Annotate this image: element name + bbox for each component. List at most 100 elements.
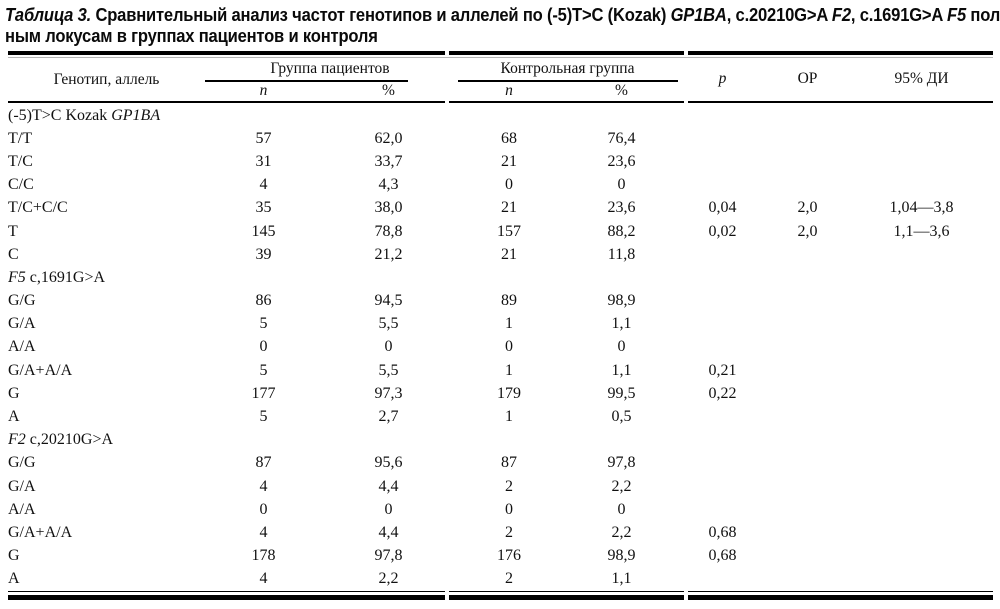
patients-pct-cell: 78,8 bbox=[374, 222, 403, 240]
patients-pct-cell: 95,6 bbox=[374, 454, 403, 472]
table-row: G/G 86 94,5 89 98,9 bbox=[8, 290, 993, 313]
table-caption-line1: Таблица 3. Сравнительный анализ частот г… bbox=[5, 5, 1000, 25]
control-n-cell: 157 bbox=[497, 222, 521, 240]
table-row: A 5 2,7 1 0,5 bbox=[8, 405, 993, 428]
bottom-rule-thin bbox=[688, 591, 993, 592]
control-n-cell: 2 bbox=[505, 477, 513, 495]
confidence-interval-cell bbox=[850, 545, 993, 568]
bottom-rule-thin bbox=[449, 591, 684, 592]
confidence-interval-cell bbox=[850, 174, 993, 197]
p-value-cell bbox=[680, 290, 765, 313]
table-number-label: Таблица 3. bbox=[5, 5, 92, 25]
patients-pct-cell: 21,2 bbox=[374, 245, 403, 263]
table-row: G/A+A/A 5 5,5 1 1,1 0,21 bbox=[8, 359, 993, 382]
p-value-cell: 0,04 bbox=[708, 199, 737, 217]
gene-name-italic: F2 bbox=[8, 431, 26, 449]
odds-ratio-cell bbox=[765, 382, 850, 405]
patients-n-cell: 177 bbox=[251, 384, 276, 402]
genotype-cell: G/A bbox=[8, 475, 205, 498]
table-row: A/A 0 0 0 0 bbox=[8, 336, 993, 359]
control-pct-cell: 76,4 bbox=[607, 129, 636, 147]
genotype-label: G/A bbox=[8, 315, 36, 333]
control-n-cell: 87 bbox=[501, 454, 517, 472]
header-odds-ratio: ОР bbox=[797, 70, 818, 87]
odds-ratio-cell bbox=[765, 405, 850, 428]
confidence-interval-cell bbox=[850, 452, 993, 475]
p-value-cell: 0,21 bbox=[708, 361, 737, 379]
odds-ratio-cell bbox=[765, 498, 850, 521]
gene-gp1ba-label: GP1BA bbox=[670, 5, 727, 25]
odds-ratio-cell bbox=[765, 243, 850, 266]
genotype-label: A/A bbox=[8, 500, 36, 518]
patients-pct-cell: 0 bbox=[384, 338, 393, 356]
confidence-interval-cell bbox=[850, 359, 993, 382]
table-row: G/A 4 4,4 2 2,2 bbox=[8, 475, 993, 498]
genotype-label: G/G bbox=[8, 292, 36, 310]
table-row: G/A+A/A 4 4,4 2 2,2 0,68 bbox=[8, 521, 993, 544]
p-value-cell bbox=[680, 475, 765, 498]
patients-n-cell: 57 bbox=[255, 129, 272, 147]
patients-pct-cell: 4,3 bbox=[378, 176, 399, 194]
header-bottom-rule bbox=[8, 101, 445, 103]
genotype-cell: G bbox=[8, 545, 205, 568]
header-p-value: p bbox=[718, 70, 727, 87]
control-pct-cell: 0 bbox=[617, 338, 626, 356]
odds-ratio-cell bbox=[765, 290, 850, 313]
control-n-cell: 179 bbox=[497, 384, 521, 402]
control-n-cell bbox=[455, 104, 563, 127]
control-pct-cell: 0 bbox=[617, 176, 626, 194]
bottom-rule bbox=[8, 595, 445, 600]
genotype-cell: F5 c,1691G>A bbox=[8, 266, 205, 289]
genotype-label-suffix: c,20210G>A bbox=[25, 431, 114, 449]
control-pct-cell: 1,1 bbox=[611, 361, 632, 379]
genotype-cell: C/C bbox=[8, 174, 205, 197]
table-body: (-5)T>C Kozak GP1BA T/T 57 62,0 68 76,4 … bbox=[8, 104, 993, 591]
table-row: G 177 97,3 179 99,5 0,22 bbox=[8, 382, 993, 405]
patients-pct-cell: 4,4 bbox=[378, 523, 399, 541]
genotype-label: G/A bbox=[8, 477, 36, 495]
header-pct-patients: % bbox=[382, 82, 395, 99]
genotype-label: C/C bbox=[8, 176, 34, 194]
patients-pct-cell: 97,8 bbox=[374, 547, 403, 565]
odds-ratio-cell: 2,0 bbox=[797, 199, 818, 217]
patients-n-cell: 4 bbox=[259, 570, 268, 588]
confidence-interval-cell bbox=[850, 498, 993, 521]
p-value-cell: 0,02 bbox=[708, 222, 737, 240]
table-caption-line2: ным локусам в группах пациентов и контро… bbox=[5, 26, 378, 46]
patients-n-cell: 35 bbox=[255, 199, 272, 217]
patients-pct-cell bbox=[322, 429, 455, 452]
header-genotype: Генотип, аллель bbox=[53, 71, 160, 88]
control-pct-cell: 98,9 bbox=[607, 292, 636, 310]
bottom-rule bbox=[688, 595, 993, 600]
odds-ratio-cell bbox=[765, 521, 850, 544]
control-pct-cell: 1,1 bbox=[611, 570, 632, 588]
control-pct-cell bbox=[563, 266, 680, 289]
genotype-label: A/A bbox=[8, 338, 36, 356]
p-value-cell bbox=[680, 405, 765, 428]
header-bottom-rule bbox=[449, 101, 684, 103]
p-value-cell: 0,68 bbox=[708, 547, 737, 565]
control-n-cell: 176 bbox=[497, 547, 521, 565]
control-n-cell: 21 bbox=[501, 152, 517, 170]
genotype-cell: F2 c,20210G>A bbox=[8, 429, 205, 452]
odds-ratio-cell bbox=[765, 313, 850, 336]
confidence-interval-cell bbox=[850, 475, 993, 498]
patients-n-cell: 4 bbox=[259, 176, 268, 194]
odds-ratio-cell bbox=[765, 359, 850, 382]
patients-n-cell: 0 bbox=[259, 338, 268, 356]
genotype-label: G/A+A/A bbox=[8, 361, 73, 379]
confidence-interval-cell bbox=[850, 336, 993, 359]
gene-name-italic: GP1BA bbox=[111, 106, 161, 124]
odds-ratio-cell bbox=[765, 266, 850, 289]
odds-ratio-cell bbox=[765, 150, 850, 173]
patients-pct-cell: 2,2 bbox=[378, 570, 399, 588]
control-pct-cell: 23,6 bbox=[607, 199, 636, 217]
control-pct-cell: 97,8 bbox=[607, 454, 636, 472]
p-value-cell bbox=[680, 336, 765, 359]
p-value-cell bbox=[680, 266, 765, 289]
genotype-label: T/C+C/C bbox=[8, 199, 68, 217]
header-group-control: Контрольная группа bbox=[500, 60, 635, 77]
genotype-cell: C bbox=[8, 243, 205, 266]
patients-pct-cell: 5,5 bbox=[378, 315, 399, 333]
genotype-cell: A/A bbox=[8, 336, 205, 359]
